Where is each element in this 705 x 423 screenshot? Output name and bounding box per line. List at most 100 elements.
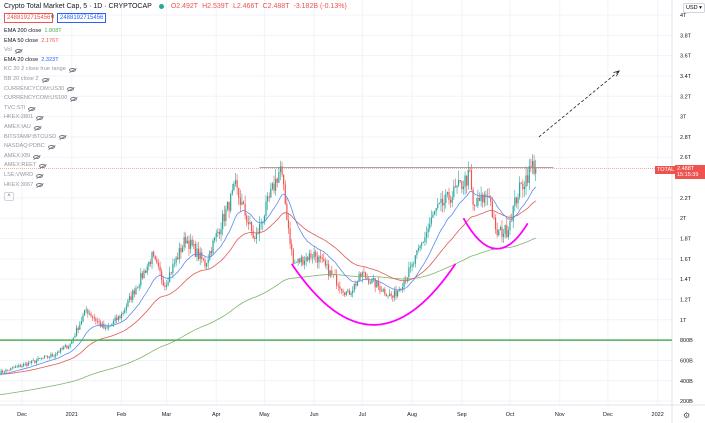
legend-item[interactable]: EMA 20 close 2.323T (4, 56, 77, 66)
hidden-eye-icon[interactable] (39, 164, 47, 169)
hidden-eye-icon[interactable] (33, 154, 41, 159)
legend-item[interactable]: AMEX:REET (4, 161, 77, 171)
candle-body (194, 244, 196, 257)
legend-item[interactable]: CURRENCYCOM:US30 (4, 85, 77, 95)
y-tick-label: 2.8T (680, 135, 692, 141)
hidden-eye-icon[interactable] (36, 116, 44, 121)
candle-body (302, 257, 304, 265)
candle-body (61, 348, 63, 349)
candle-body (372, 278, 375, 279)
candle-body (19, 365, 21, 368)
legend-item[interactable]: TVC:STI (4, 104, 77, 114)
bid-value-field[interactable]: 2488192715456 (4, 13, 54, 23)
candle-body (462, 186, 465, 189)
legend-item[interactable]: BITSTAMP:BTCUSD (4, 133, 77, 143)
candle-body (236, 180, 238, 188)
legend-item[interactable]: NASDAQ:PDBC (4, 142, 77, 152)
x-tick-label: Feb (117, 412, 126, 418)
rounding-bottom-arc[interactable] (290, 263, 457, 326)
candle-body (16, 366, 18, 368)
candles (0, 154, 537, 376)
candle-body (260, 223, 262, 224)
legend-value: 2.176T (41, 37, 59, 44)
candle-body (59, 348, 62, 353)
candle-body (390, 293, 392, 296)
candle-body (82, 315, 84, 322)
hidden-eye-icon[interactable] (68, 68, 76, 73)
candle-body (74, 335, 76, 338)
hidden-eye-icon[interactable] (28, 106, 36, 111)
candle-body (13, 367, 15, 369)
projection-arrow[interactable] (538, 70, 620, 138)
hidden-eye-icon[interactable] (14, 48, 22, 53)
candle-body (130, 296, 132, 300)
candle-body (502, 233, 505, 237)
hidden-eye-icon[interactable] (36, 183, 44, 188)
legend-item[interactable]: EMA 50 close 2.176T (4, 37, 77, 47)
candle-body (366, 277, 368, 279)
candle-body (292, 249, 294, 264)
legend-label: EMA 50 close (4, 37, 39, 44)
legend-item[interactable]: BB 20 close 2 (4, 75, 77, 85)
legend-label: AMEX:IAU (4, 123, 31, 130)
candle-body (488, 195, 490, 198)
legend-item[interactable]: AMEX:IAU (4, 123, 77, 133)
candle-body (525, 175, 527, 188)
legend-item[interactable]: EMA 200 close 1.808T (4, 27, 77, 37)
candle-body (43, 356, 46, 359)
candle-body (527, 175, 529, 183)
candle-body (467, 170, 469, 186)
collapse-legend-button[interactable]: ^ (4, 192, 14, 201)
candle-body (511, 221, 513, 222)
candle-body (331, 270, 333, 275)
candle-body (295, 262, 298, 263)
legend-item[interactable]: LSE:VWRD (4, 171, 77, 181)
legend-label: AMEX:REET (4, 162, 37, 169)
candle-body (225, 209, 227, 222)
candle-body (323, 258, 325, 261)
candle-body (400, 289, 402, 290)
legend-item[interactable]: CURRENCYCOM:US100 (4, 94, 78, 104)
hidden-eye-icon[interactable] (47, 144, 55, 149)
candle-body (120, 314, 123, 319)
currency-selector[interactable]: USD ▾ (683, 3, 705, 13)
candle-body (326, 264, 328, 266)
ema200-line[interactable] (0, 237, 536, 396)
candle-body (111, 323, 113, 326)
hidden-eye-icon[interactable] (59, 135, 67, 140)
candle-body (53, 355, 55, 357)
gear-icon[interactable]: ⚙ (683, 411, 691, 420)
hidden-eye-icon[interactable] (67, 87, 75, 92)
legend-item[interactable]: HKEX:3067 (4, 181, 77, 191)
hidden-eye-icon[interactable] (70, 96, 78, 101)
hidden-eye-icon[interactable] (41, 77, 49, 82)
hidden-eye-icon[interactable] (33, 125, 41, 130)
ask-value-field[interactable]: 2488192715456 (57, 13, 107, 23)
candle-body (84, 309, 86, 316)
hidden-eye-icon[interactable] (36, 173, 44, 178)
symbol-title[interactable]: Crypto Total Market Cap, 5 · 1D · CRYPTO… (4, 3, 152, 10)
candle-body (75, 327, 78, 336)
candle-body (316, 256, 318, 263)
x-tick-label: Mar (162, 412, 172, 418)
candle-body (490, 197, 492, 202)
candle-body (474, 204, 476, 206)
candle-body (520, 182, 522, 184)
candle-body (278, 172, 280, 183)
candle-body (252, 230, 254, 239)
ema20-line[interactable] (0, 186, 536, 375)
candle-body (50, 354, 52, 358)
candle-body (369, 282, 371, 284)
legend-item[interactable]: HKEX:2801 (4, 113, 77, 123)
candle-body (478, 197, 481, 201)
legend-item[interactable]: AMEX:XBI (4, 152, 77, 162)
legend-label: BITSTAMP:BTCUSD (4, 133, 57, 140)
candle-body (5, 369, 7, 373)
legend-item[interactable]: Vol (4, 46, 77, 56)
candle-body (55, 354, 57, 356)
legend-item[interactable]: KC 20 2 close true range (4, 65, 77, 75)
candle-body (67, 346, 70, 349)
ema50-line[interactable] (0, 200, 536, 375)
cup-arc[interactable] (462, 217, 529, 250)
